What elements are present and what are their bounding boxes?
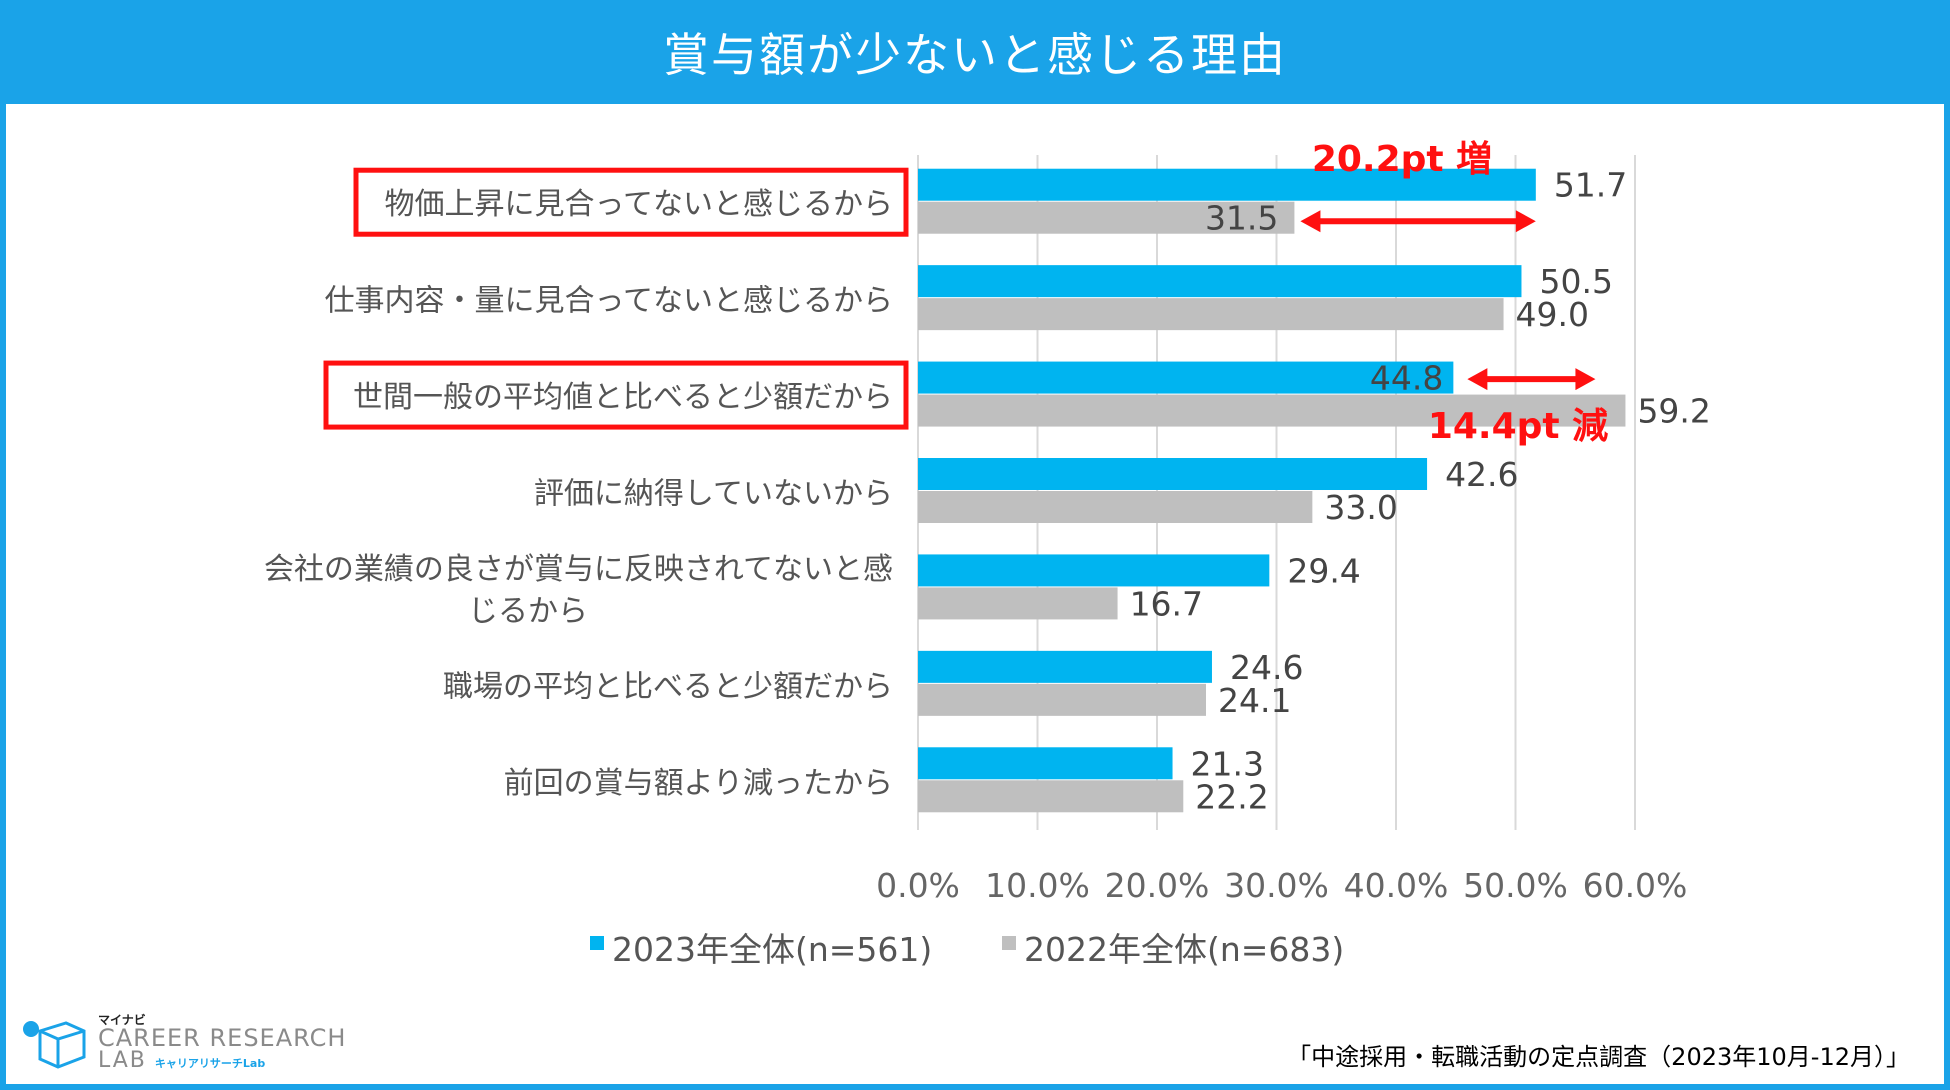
value-label-2023: 44.8: [1370, 359, 1443, 398]
logo-top-text: マイナビ: [98, 1013, 146, 1027]
legend-label-2022: 2022年全体(n=683): [1024, 930, 1344, 969]
highlight-box: [353, 167, 909, 237]
x-tick-label: 0.0%: [876, 866, 960, 905]
bar-2022: [918, 587, 1118, 620]
annotation-increase: 20.2pt 増: [1312, 139, 1492, 180]
bar-2023: [918, 650, 1212, 683]
value-label-2023: 24.6: [1230, 648, 1303, 687]
value-label-2023: 51.7: [1554, 166, 1627, 205]
bar-2022: [918, 201, 1295, 234]
category-label: 世間一般の平均値と比べると少額だから: [353, 380, 893, 415]
category-label: 職場の平均と比べると少額だから: [443, 669, 893, 704]
chart-title: 賞与額が少ないと感じる理由: [0, 0, 1950, 104]
category-label: 仕事内容・量に見合ってないと感じるから: [325, 284, 894, 319]
bar-2022: [918, 491, 1313, 523]
value-label-2023: 29.4: [1287, 551, 1360, 590]
value-label-2022: 31.5: [1205, 199, 1278, 238]
source-note: 「中途採用・転職活動の定点調査（2023年10月-12月）」: [1287, 1043, 1910, 1071]
legend-swatch-2023: [590, 936, 604, 950]
value-label-2022: 16.7: [1130, 584, 1203, 623]
value-label-2022: 59.2: [1637, 392, 1710, 431]
annotation-decrease: 14.4pt 減: [1428, 406, 1608, 447]
logo-sub-text: LAB: [98, 1048, 147, 1073]
logo-kana-text: キャリアリサーチLab: [154, 1057, 266, 1070]
cube-logo-icon: [23, 1021, 86, 1069]
bar-2023: [918, 361, 1454, 394]
x-tick-label: 10.0%: [985, 866, 1090, 905]
bar-2023: [918, 554, 1270, 587]
value-label-2022: 33.0: [1324, 488, 1397, 527]
value-label-2022: 49.0: [1516, 295, 1589, 334]
bar-2023: [918, 265, 1522, 298]
career-research-lab-logo: マイナビ CAREER RESEARCH LAB キャリアリサーチLab: [18, 1010, 346, 1076]
value-label-2023: 42.6: [1445, 455, 1518, 494]
difference-arrow-increase: [1300, 210, 1536, 233]
value-label-2022: 24.1: [1218, 681, 1291, 720]
value-label-2022: 22.2: [1195, 777, 1268, 816]
bar-2023: [918, 168, 1536, 201]
value-label-2023: 21.3: [1191, 744, 1264, 783]
x-tick-label: 30.0%: [1224, 866, 1329, 905]
highlight-box: [323, 360, 909, 430]
bar-2022: [918, 683, 1206, 716]
logo-main-text: CAREER RESEARCH: [98, 1024, 347, 1052]
bar-2022: [918, 298, 1504, 331]
bar-2022: [918, 394, 1626, 427]
x-tick-label: 40.0%: [1344, 866, 1449, 905]
legend-label-2023: 2023年全体(n=561): [612, 930, 932, 969]
bar-2022: [918, 780, 1184, 813]
category-label: 前回の賞与額より減ったから: [504, 766, 893, 801]
bar-2023: [918, 747, 1173, 780]
category-label: 評価に納得していないから: [534, 477, 893, 512]
x-tick-label: 60.0%: [1583, 866, 1688, 905]
legend-swatch-2022: [1002, 936, 1016, 950]
category-label: 会社の業績の良さが賞与に反映されてないと感: [264, 552, 893, 587]
bar-2023: [918, 458, 1428, 490]
x-tick-label: 50.0%: [1463, 866, 1568, 905]
category-label: じるから: [468, 594, 588, 629]
category-label: 物価上昇に見合ってないと感じるから: [385, 187, 894, 222]
value-label-2023: 50.5: [1539, 262, 1612, 301]
difference-arrow-decrease: [1467, 368, 1596, 391]
x-tick-label: 20.0%: [1105, 866, 1210, 905]
